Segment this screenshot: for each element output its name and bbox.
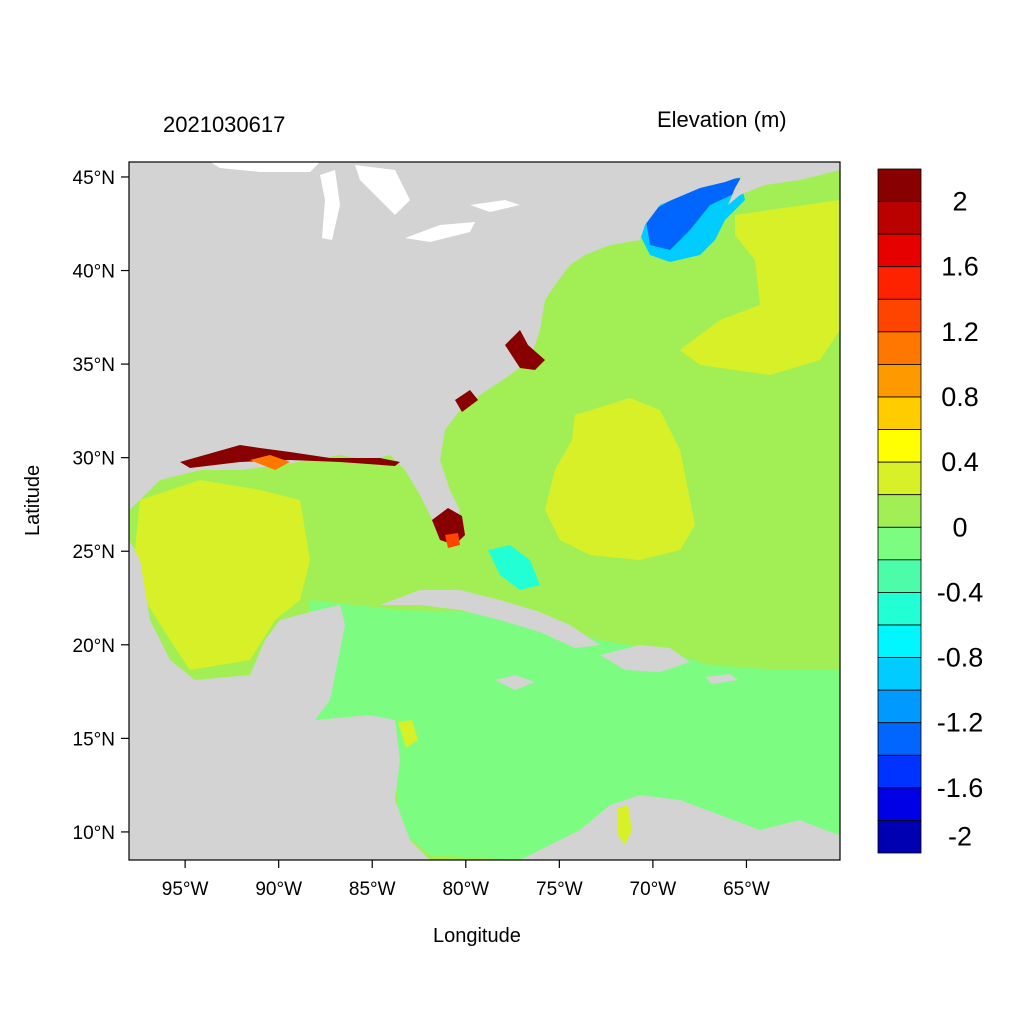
y-tick-label: 25°N xyxy=(73,542,115,563)
y-axis-ticks: 45°N 40°N 35°N 30°N 25°N 20°N 15°N 10°N xyxy=(73,168,129,844)
x-tick-label: 75°W xyxy=(536,879,583,900)
colorbar-label: -0.8 xyxy=(937,643,984,673)
y-tick-label: 35°N xyxy=(73,355,115,376)
x-tick-label: 85°W xyxy=(349,879,396,900)
colorbar-swatch xyxy=(877,754,922,789)
map-area xyxy=(129,162,840,860)
colorbar-swatch xyxy=(877,429,922,463)
colorbar-swatch xyxy=(877,820,922,854)
x-axis-ticks: 95°W 90°W 85°W 80°W 75°W 70°W 65°W xyxy=(162,860,770,900)
colorbar-swatch xyxy=(877,689,922,724)
x-tick-label: 95°W xyxy=(162,879,209,900)
y-tick-label: 30°N xyxy=(73,449,115,470)
variable-label: Elevation (m) xyxy=(657,107,787,132)
date-label: 2021030617 xyxy=(163,112,286,137)
colorbar-label: 1.6 xyxy=(941,252,979,282)
puerto-rico-land xyxy=(705,674,738,684)
colorbar-swatch xyxy=(877,526,922,561)
east-coast-surge xyxy=(505,330,545,370)
x-tick-label: 70°W xyxy=(630,879,677,900)
y-tick-label: 40°N xyxy=(73,262,115,283)
y-tick-label: 10°N xyxy=(73,823,115,844)
colorbar-label: 0.8 xyxy=(941,382,979,412)
colorbar-swatch xyxy=(877,298,922,333)
louisiana-surge xyxy=(250,455,290,470)
y-tick-label: 20°N xyxy=(73,636,115,657)
lake-huron xyxy=(355,165,410,215)
colorbar-swatch xyxy=(877,461,922,496)
honduras-coast-anomaly xyxy=(398,720,418,748)
jamaica-land xyxy=(495,675,535,690)
south-america-land xyxy=(520,795,840,860)
colorbar-label: -1.6 xyxy=(937,773,984,803)
colorbar-swatch xyxy=(877,624,922,658)
x-tick-label: 90°W xyxy=(255,879,302,900)
colorbar-swatch xyxy=(877,201,922,235)
florida-keys-surge xyxy=(445,533,460,548)
colorbar-label: -2 xyxy=(948,822,972,852)
southeast-coast-surge xyxy=(455,390,478,412)
colorbar-swatch xyxy=(877,396,922,430)
cuba-land xyxy=(380,590,600,648)
colorbar-label: 1.2 xyxy=(941,317,979,347)
gulf-of-maine-core xyxy=(645,178,740,250)
anomaly-northeast xyxy=(680,200,840,375)
lake-ontario xyxy=(470,200,520,212)
hispaniola-land xyxy=(600,645,690,672)
y-tick-label: 45°N xyxy=(73,168,115,189)
nova-scotia-land xyxy=(728,162,840,205)
x-axis-title: Longitude xyxy=(433,925,521,947)
colorbar-label: 0.4 xyxy=(941,447,979,477)
colorbar-swatch xyxy=(877,559,922,593)
colorbar-swatch xyxy=(877,592,922,626)
gulf-coast-surge xyxy=(180,445,400,468)
colorbar-label: 2 xyxy=(952,187,967,217)
colorbar: 2 1.6 1.2 0.8 0.4 0 -0.4 -0.8 -1.2 -1.6 -2 xyxy=(877,168,984,854)
x-tick-label: 80°W xyxy=(442,879,489,900)
plot-frame xyxy=(128,161,841,861)
venezuela-anomaly xyxy=(618,805,632,845)
colorbar-swatch xyxy=(877,722,922,756)
mexico-land xyxy=(129,540,430,860)
anomaly-central-atlantic xyxy=(545,398,695,560)
x-tick-label: 65°W xyxy=(723,879,770,900)
y-tick-label: 15°N xyxy=(73,729,115,750)
colorbar-swatch xyxy=(877,331,922,365)
colorbar-swatch xyxy=(877,787,922,821)
colorbar-swatch xyxy=(877,364,922,398)
caribbean-sea xyxy=(310,600,840,860)
lake-michigan xyxy=(320,170,340,240)
colorbar-swatch xyxy=(877,494,922,528)
north-america-land xyxy=(129,162,750,535)
bahamas-anomaly xyxy=(488,545,540,590)
lake-erie xyxy=(405,222,475,242)
colorbar-label: -0.4 xyxy=(937,577,984,607)
lake-superior xyxy=(210,162,320,172)
colorbar-label: 0 xyxy=(952,512,967,542)
anomaly-gulf-west xyxy=(135,480,310,670)
colorbar-swatch xyxy=(877,657,922,691)
colorbar-swatch xyxy=(877,266,922,300)
colorbar-swatch xyxy=(877,233,922,268)
colorbar-label: -1.2 xyxy=(937,708,984,738)
colorbar-swatch xyxy=(877,168,922,202)
